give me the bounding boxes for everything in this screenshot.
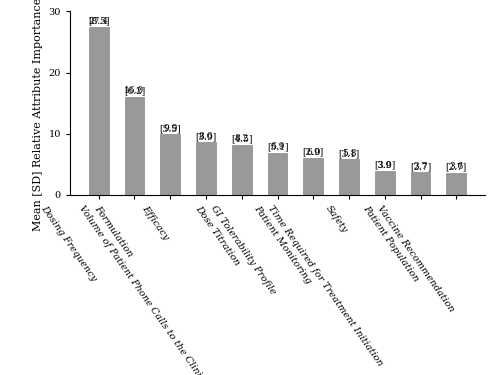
Bar	[124, 97, 144, 195]
Bar	[89, 27, 108, 195]
Bar	[160, 134, 180, 195]
Text: [3.1]: [3.1]	[338, 138, 359, 158]
Text: 6.0: 6.0	[306, 148, 320, 157]
Bar	[304, 158, 323, 195]
Bar	[232, 145, 252, 195]
Bar	[339, 159, 359, 195]
Bar	[375, 171, 394, 195]
Text: [2.7]: [2.7]	[446, 152, 467, 171]
Text: [2.7]: [2.7]	[410, 152, 431, 171]
Bar	[196, 142, 216, 195]
Text: 3.9: 3.9	[378, 160, 392, 170]
Text: [3.9]: [3.9]	[196, 122, 216, 141]
Text: [3.0]: [3.0]	[374, 150, 396, 170]
Text: [5.1]: [5.1]	[267, 132, 288, 151]
Text: 3.6: 3.6	[449, 162, 464, 171]
Text: [6.2]: [6.2]	[124, 76, 145, 96]
Text: 16.0: 16.0	[124, 87, 144, 96]
Text: [5.5]: [5.5]	[160, 113, 181, 133]
Text: 8.2: 8.2	[234, 134, 249, 143]
Text: 6.9: 6.9	[270, 142, 284, 151]
Text: 27.4: 27.4	[88, 16, 108, 26]
Bar	[268, 153, 287, 195]
Text: 5.8: 5.8	[342, 149, 356, 158]
Text: [8.5]: [8.5]	[88, 6, 110, 26]
Y-axis label: Mean [SD] Relative Attribute Importance (%): Mean [SD] Relative Attribute Importance …	[32, 0, 43, 231]
Bar	[446, 173, 466, 195]
Text: 8.6: 8.6	[199, 132, 213, 141]
Bar	[410, 172, 430, 195]
Text: 3.7: 3.7	[414, 162, 428, 171]
Text: [2.9]: [2.9]	[302, 137, 324, 157]
Text: [4.5]: [4.5]	[231, 124, 252, 143]
Text: 9.9: 9.9	[163, 124, 178, 133]
